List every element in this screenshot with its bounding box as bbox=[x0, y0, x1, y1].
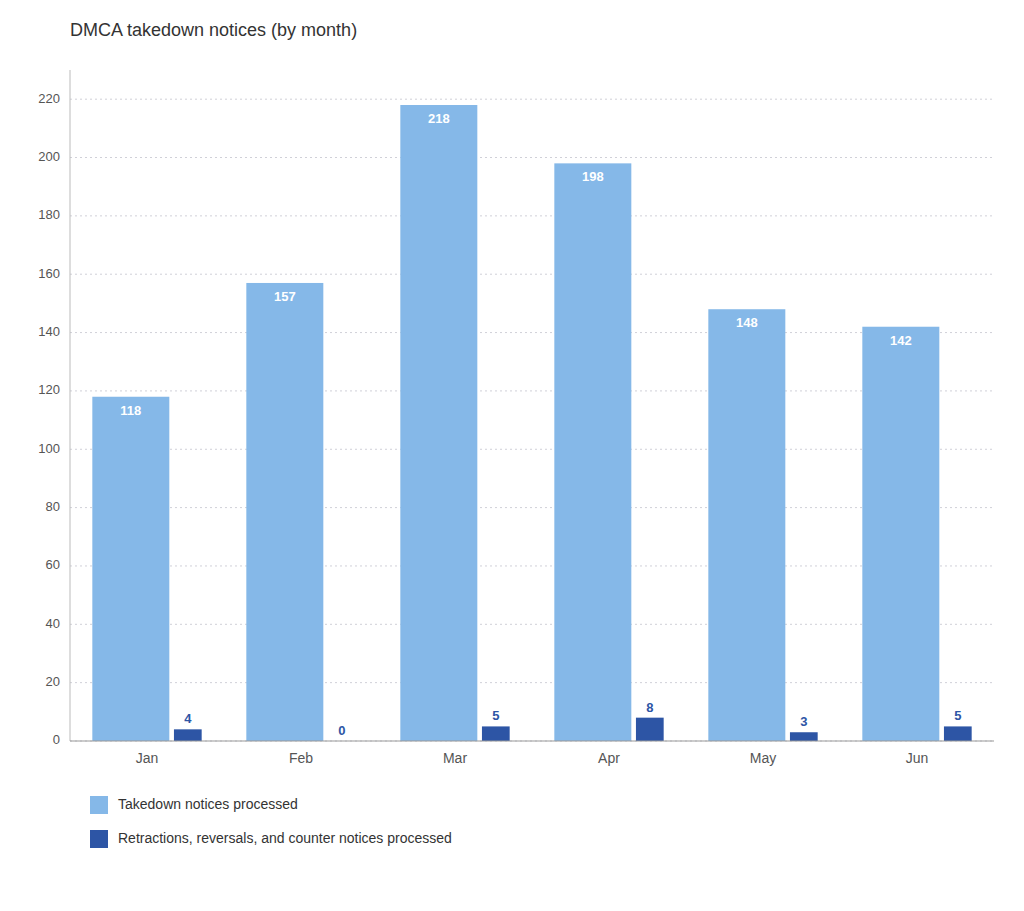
data-label: 3 bbox=[800, 714, 807, 729]
data-label: 198 bbox=[582, 169, 604, 184]
bar bbox=[400, 105, 477, 741]
y-tick-label: 60 bbox=[46, 557, 60, 572]
x-axis: Jan Feb Mar Apr May Jun bbox=[70, 741, 994, 766]
y-tick-label: 100 bbox=[38, 441, 60, 456]
bar bbox=[636, 718, 664, 741]
x-tick-label: Jun bbox=[906, 750, 929, 766]
chart: DMCA takedown notices (by month)02040608… bbox=[0, 0, 1024, 911]
legend: Takedown notices processed Retractions, r… bbox=[90, 796, 452, 848]
grid-line bbox=[70, 274, 994, 275]
data-label: 157 bbox=[274, 289, 296, 304]
data-label: 5 bbox=[492, 708, 499, 723]
grid-line bbox=[70, 682, 994, 683]
title: DMCA takedown notices (by month) bbox=[70, 20, 357, 40]
bar bbox=[944, 726, 972, 741]
data-labels: 118 157 218 198 148 142 4 0 5 8 3 5 bbox=[120, 111, 961, 738]
y-axis: 0 20 40 60 80 100 120 140 160 180 200 220 bbox=[38, 70, 70, 747]
grid-line bbox=[70, 507, 994, 508]
grid-line bbox=[70, 390, 994, 391]
x-tick-label: Feb bbox=[289, 750, 313, 766]
y-tick-label: 200 bbox=[38, 149, 60, 164]
bar bbox=[174, 729, 202, 741]
grid-line bbox=[70, 215, 994, 216]
y-tick-label: 120 bbox=[38, 382, 60, 397]
bar bbox=[246, 283, 323, 741]
bar bbox=[482, 726, 510, 741]
y-tick-label: 160 bbox=[38, 266, 60, 281]
data-label: 4 bbox=[184, 711, 192, 726]
y-tick-label: 180 bbox=[38, 207, 60, 222]
data-label: 8 bbox=[646, 700, 653, 715]
y-tick-label: 20 bbox=[46, 674, 60, 689]
bar bbox=[790, 732, 818, 741]
x-axis-line bbox=[70, 741, 994, 742]
y-tick-label: 80 bbox=[46, 499, 60, 514]
grid bbox=[70, 99, 994, 741]
bars bbox=[92, 105, 971, 741]
bar bbox=[92, 397, 169, 741]
y-tick-label: 220 bbox=[38, 91, 60, 106]
bar bbox=[862, 327, 939, 741]
grid-line bbox=[70, 624, 994, 625]
y-tick-label: 140 bbox=[38, 324, 60, 339]
data-label: 148 bbox=[736, 315, 758, 330]
data-label: 142 bbox=[890, 333, 912, 348]
grid-line bbox=[70, 449, 994, 450]
x-tick-label: Mar bbox=[443, 750, 467, 766]
y-tick-label: 40 bbox=[46, 616, 60, 631]
x-tick-label: May bbox=[750, 750, 776, 766]
data-label: 118 bbox=[120, 403, 141, 418]
legend-label: Takedown notices processed bbox=[118, 796, 298, 812]
data-label: 0 bbox=[338, 723, 345, 738]
grid-line bbox=[70, 99, 994, 100]
legend-label: Retractions, reversals, and counter noti… bbox=[118, 830, 452, 846]
y-tick-label: 0 bbox=[53, 732, 60, 747]
data-label: 5 bbox=[954, 708, 961, 723]
bar bbox=[708, 309, 785, 741]
grid-line bbox=[70, 157, 994, 158]
chart-container: DMCA takedown notices (by month)02040608… bbox=[0, 0, 1024, 911]
y-axis-line bbox=[70, 70, 71, 741]
grid-line bbox=[70, 741, 994, 742]
grid-line bbox=[70, 565, 994, 566]
legend-swatch bbox=[90, 796, 108, 814]
x-tick-label: Jan bbox=[136, 750, 159, 766]
grid-line bbox=[70, 332, 994, 333]
data-label: 218 bbox=[428, 111, 450, 126]
bar bbox=[554, 163, 631, 741]
x-tick-label: Apr bbox=[598, 750, 620, 766]
legend-swatch bbox=[90, 830, 108, 848]
